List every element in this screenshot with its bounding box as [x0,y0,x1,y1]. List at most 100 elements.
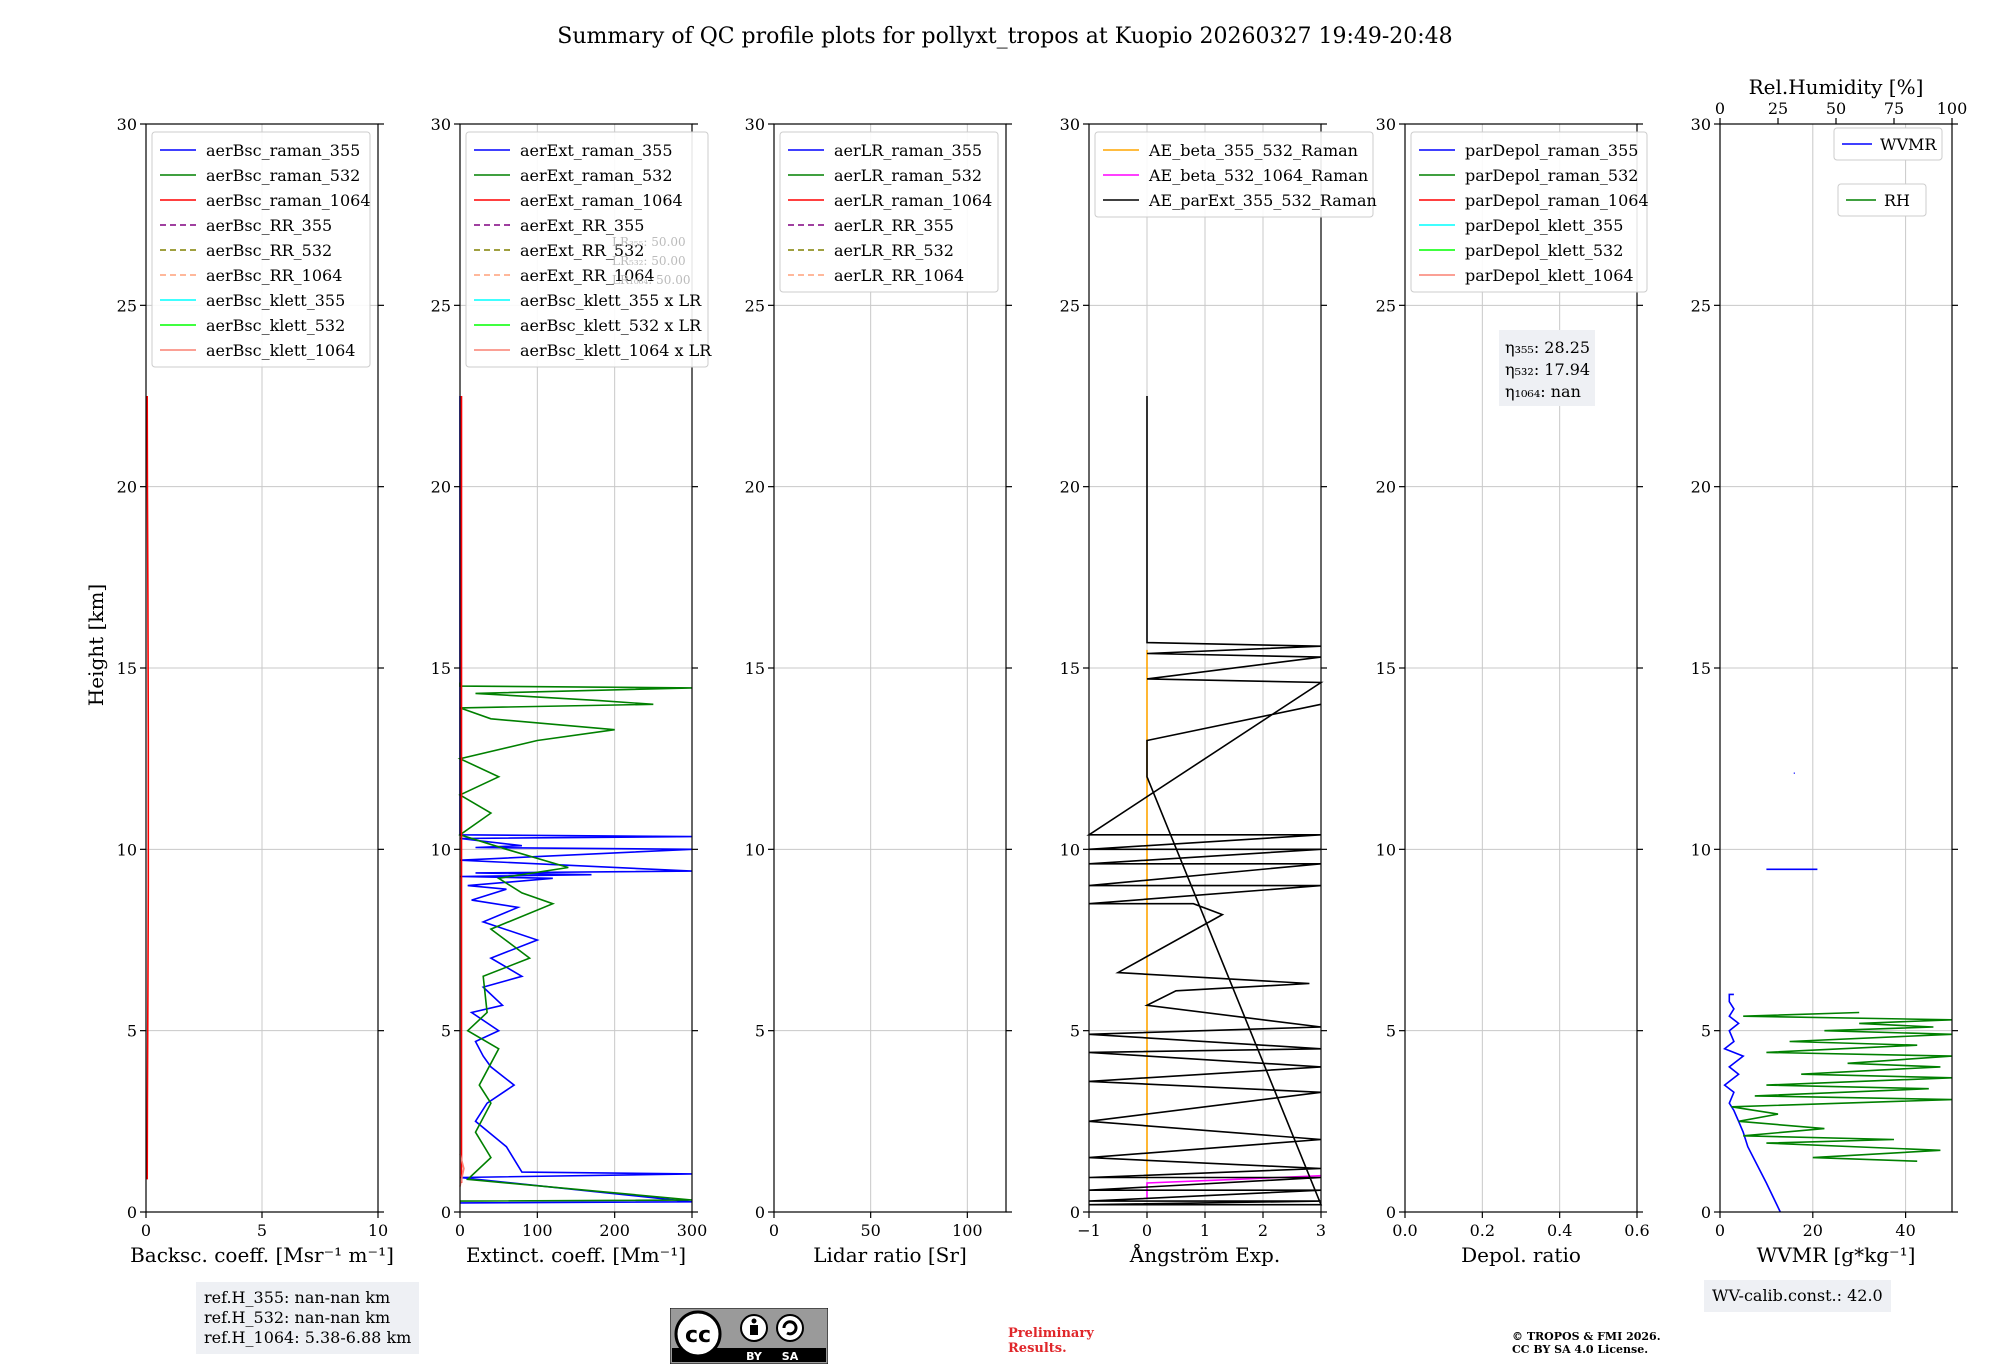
legend-label: aerLR_raman_355 [834,141,982,160]
y-tick-label: 5 [127,1022,137,1041]
ref-h-1064: ref.H_1064: 5.38-6.88 km [204,1328,412,1347]
eta-box: η₃₅₅: 28.25 η₅₃₂: 17.94 η₁₀₆₄: nan [1499,330,1595,406]
preliminary-line-1: Preliminary [1008,1326,1094,1341]
preliminary-line-2: Results. [1008,1341,1067,1356]
legend-label: aerBsc_RR_355 [206,216,332,235]
y-tick-label: 25 [1060,296,1080,315]
legend-box [1833,127,1943,161]
copyright-line-2: CC BY SA 4.0 License. [1512,1343,1649,1356]
y-tick-label: 10 [431,840,451,859]
legend-label: aerExt_RR_1064 [520,266,655,285]
x-tick-label: 0 [1715,1221,1725,1240]
legend-label: aerLR_RR_1064 [834,266,964,285]
wv-calib-const: WV-calib.const.: 42.0 [1712,1286,1883,1305]
legend-lr: aerLR_raman_355 aerLR_raman_532 aerLR_rama… [779,131,999,293]
y-tick-label: 10 [1691,840,1711,859]
y-tick-label: 5 [1386,1022,1396,1041]
legend-label: aerBsc_raman_1064 [206,191,371,210]
legend-label: aerBsc_klett_532 [206,316,345,335]
cc-text: cc [685,1323,711,1348]
series-line-RH [1731,1011,1953,1162]
legend-label: aerBsc_klett_1064 x LR [520,341,712,360]
y-tick-label: 20 [1376,478,1396,497]
x-axis-label: Ångström Exp. [1129,1242,1280,1267]
y-tick-label: 30 [1376,115,1396,134]
y-tick-label: 0 [441,1203,451,1222]
x-tick-label: 200 [599,1221,630,1240]
legend-label: aerBsc_klett_532 x LR [520,316,702,335]
legend-label: aerBsc_RR_532 [206,241,332,260]
legend-label: aerExt_raman_532 [520,166,673,185]
x-tick-label: 40 [1895,1221,1915,1240]
x-tick-label: −1 [1077,1221,1101,1240]
top-x-tick-label: 100 [1937,99,1968,118]
top-x-axis-label: Rel.Humidity [%] [1749,75,1924,99]
y-tick-label: 15 [431,659,451,678]
y-tick-label: 30 [1060,115,1080,134]
legend-label: aerExt_raman_355 [520,141,673,160]
y-tick-label: 20 [1060,478,1080,497]
x-tick-label: 300 [677,1221,708,1240]
legend-label: parDepol_klett_1064 [1465,266,1634,285]
x-axis-label: WVMR [g*kg⁻¹] [1757,1243,1916,1267]
x-tick-label: 0 [455,1221,465,1240]
legend-box [1094,131,1374,218]
y-tick-label: 0 [755,1203,765,1222]
y-tick-label: 10 [745,840,765,859]
legend-label: AE_beta_355_532_Raman [1148,141,1358,160]
y-tick-label: 25 [745,296,765,315]
y-tick-label: 30 [1691,115,1711,134]
legend-label: aerExt_RR_355 [520,216,644,235]
lr-label: LR₁₀₆₄: 50.00 [612,273,690,287]
legend-label: aerBsc_klett_355 [206,291,345,310]
legend-label: aerLR_raman_532 [834,166,982,185]
y-tick-label: 0 [1701,1203,1711,1222]
legend-box [465,131,709,368]
y-tick-label: 15 [1691,659,1711,678]
y-tick-label: 10 [1060,840,1080,859]
x-tick-label: 50 [860,1221,880,1240]
y-tick-label: 25 [1691,296,1711,315]
legend-label: AE_parExt_355_532_Raman [1148,191,1377,210]
y-tick-label: 15 [745,659,765,678]
panel-depol: 0 5 10 15 20 25 30 0.0 0.2 0.4 0.6 Depol. ratio parD… [1376,115,1650,1267]
y-tick-label: 5 [755,1022,765,1041]
y-tick-label: 25 [117,296,137,315]
x-tick-label: 20 [1803,1221,1823,1240]
x-tick-label: 0.2 [1470,1221,1495,1240]
copyright-note: © TROPOS & FMI 2026. CC BY SA 4.0 Licens… [1512,1330,1661,1356]
legend-label: aerBsc_raman_355 [206,141,360,160]
y-tick-label: 20 [1691,478,1711,497]
legend-box [1410,131,1648,293]
x-tick-label: 0 [1142,1221,1152,1240]
eta-value: η₅₃₂: 17.94 [1505,360,1590,379]
legend-label: AE_beta_532_1064_Raman [1148,166,1368,185]
y-tick-label: 0 [1070,1203,1080,1222]
x-tick-label: 0 [769,1221,779,1240]
y-tick-label: 30 [745,115,765,134]
y-tick-label: 20 [431,478,451,497]
preliminary-results-note: Preliminary Results. [1008,1326,1094,1356]
legend-label: RH [1884,191,1910,210]
y-tick-label: 20 [117,478,137,497]
panel-lr: 0 5 10 15 20 25 30 0 50 100 Lidar ratio [Sr] aerLR_… [745,115,1012,1267]
legend-label: aerLR_RR_532 [834,241,954,260]
x-axis-label: Lidar ratio [Sr] [813,1243,967,1267]
legend-label: parDepol_klett_532 [1465,241,1623,260]
legend-depol: parDepol_raman_355 parDepol_raman_532 parD… [1410,131,1649,293]
legend-label: parDepol_raman_1064 [1465,191,1649,210]
y-tick-label: 15 [1376,659,1396,678]
top-x-tick-label: 0 [1715,99,1725,118]
legend-label: parDepol_raman_532 [1465,166,1638,185]
y-tick-label: 25 [1376,296,1396,315]
y-tick-label: 20 [745,478,765,497]
wv-calib-box: WV-calib.const.: 42.0 [1704,1280,1891,1312]
legend-box [779,131,999,293]
ref-h-355: ref.H_355: nan-nan km [204,1288,391,1307]
legend-box [1837,183,1927,217]
y-tick-label: 5 [441,1022,451,1041]
legend-label: aerExt_raman_1064 [520,191,683,210]
